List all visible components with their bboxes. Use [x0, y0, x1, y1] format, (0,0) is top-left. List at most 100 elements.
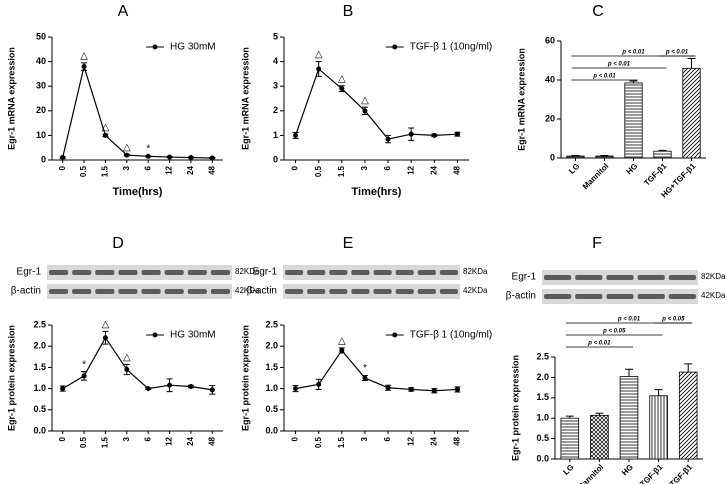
- blot-band: [637, 275, 665, 280]
- blot-strip: [283, 265, 460, 280]
- y-axis-label: Egr-1 protein expression: [6, 325, 16, 431]
- point: [408, 386, 414, 392]
- error-bar: [687, 58, 696, 69]
- bar: [653, 150, 672, 159]
- y-tick-label: 1.0: [33, 383, 46, 393]
- error-bar: [684, 363, 693, 373]
- blot-strip: [283, 284, 460, 299]
- error-bar: [600, 154, 609, 157]
- error-bar: [565, 415, 574, 419]
- blot-row-label: β-actin: [247, 286, 277, 297]
- series-line: [62, 336, 213, 391]
- x-axis-label: Time(hrs): [113, 186, 163, 198]
- x-tick-label: TGF-β1: [638, 462, 665, 484]
- x-tick-label: 0.5: [314, 436, 323, 448]
- point: [188, 155, 194, 161]
- blot-band: [575, 294, 603, 299]
- y-tick-label: 2.0: [536, 372, 549, 382]
- significance-label: p < 0.05: [661, 317, 685, 323]
- x-tick-label: Mannitol: [581, 162, 611, 192]
- annotation: △: [123, 352, 131, 363]
- blot-size-label: 42KDa: [235, 286, 260, 295]
- x-tick-label: 12: [165, 436, 174, 445]
- blot-band: [575, 275, 603, 280]
- x-tick-label: HG: [625, 162, 640, 177]
- annotation: △: [338, 73, 346, 84]
- annotation: △: [102, 319, 110, 330]
- y-tick-label: 5: [273, 31, 278, 41]
- x-tick-label: TGF-β1: [642, 161, 669, 188]
- point: [60, 155, 66, 161]
- point: [293, 132, 299, 138]
- blot-band: [668, 294, 696, 299]
- y-tick-label: 20: [36, 105, 46, 115]
- blot-band: [187, 270, 207, 275]
- blot-band: [72, 270, 92, 275]
- y-tick-label: 2.5: [33, 319, 46, 329]
- blot-band: [95, 270, 115, 275]
- x-tick-label: 6: [143, 165, 152, 170]
- point: [145, 153, 151, 159]
- x-tick-label: 48: [453, 436, 462, 445]
- x-tick-label: 24: [186, 436, 195, 445]
- x-tick-label: 3: [360, 436, 369, 441]
- point: [316, 66, 322, 72]
- blot-row-label: Egr-1: [512, 272, 537, 283]
- y-axis-label: Egr-1 mRNA expression: [516, 48, 526, 151]
- bar: [560, 417, 580, 460]
- y-tick-label: 2.0: [265, 341, 278, 351]
- legend-marker: [152, 44, 158, 50]
- point: [385, 136, 391, 142]
- annotation: *: [363, 363, 367, 374]
- error-bar: [625, 368, 633, 377]
- annotation: *: [82, 359, 86, 370]
- y-tick-label: 30: [36, 81, 46, 91]
- blot-band: [72, 289, 92, 294]
- blot-band: [95, 289, 115, 294]
- blot-band: [606, 275, 634, 280]
- x-tick-label: 0.5: [79, 165, 88, 177]
- point: [385, 385, 391, 391]
- legend-label: HG 30mM: [170, 42, 216, 53]
- significance-label: p < 0.01: [665, 50, 689, 56]
- x-tick-label: 48: [207, 165, 216, 174]
- blot-band: [395, 289, 414, 294]
- bar: [649, 395, 668, 460]
- blot-band: [637, 294, 665, 299]
- point: [454, 131, 460, 137]
- x-tick-label: LG: [561, 463, 575, 477]
- significance-label: p < 0.05: [602, 329, 626, 335]
- x-tick-label: 12: [406, 165, 415, 174]
- y-tick-label: 0: [273, 154, 278, 164]
- blot-size-label: 82KDa: [463, 267, 488, 276]
- point: [60, 386, 66, 392]
- bar: [678, 371, 698, 460]
- blot-band: [417, 270, 436, 275]
- legend-marker: [392, 332, 398, 338]
- y-tick-label: 2.0: [33, 341, 46, 351]
- y-tick-label: 0.0: [536, 453, 549, 463]
- x-tick-label: 24: [186, 165, 195, 174]
- blot-band: [118, 289, 138, 294]
- x-tick-label: 3: [122, 436, 131, 441]
- x-tick-label: 1.5: [101, 436, 110, 448]
- panel-label: D: [112, 235, 124, 252]
- point: [454, 386, 460, 392]
- point: [293, 386, 299, 392]
- y-tick-label: 60: [545, 35, 555, 45]
- x-tick-label: 3: [360, 165, 369, 170]
- blot-size-label: 42KDa: [701, 291, 726, 300]
- y-tick-label: 1.0: [536, 413, 549, 423]
- y-tick-label: 0: [550, 152, 555, 162]
- blot-band: [544, 275, 572, 280]
- x-tick-label: Mannitol: [576, 463, 606, 484]
- blot-strip: [47, 284, 232, 299]
- annotation: △: [80, 50, 88, 61]
- blot-band: [439, 270, 458, 275]
- y-tick-label: 4: [273, 56, 278, 66]
- blot-band: [187, 289, 207, 294]
- error-bar: [658, 149, 667, 152]
- y-tick-label: 20: [545, 113, 555, 123]
- y-tick-label: 1.0: [265, 383, 278, 393]
- legend-label: TGF-β 1 (10ng/ml): [410, 42, 492, 53]
